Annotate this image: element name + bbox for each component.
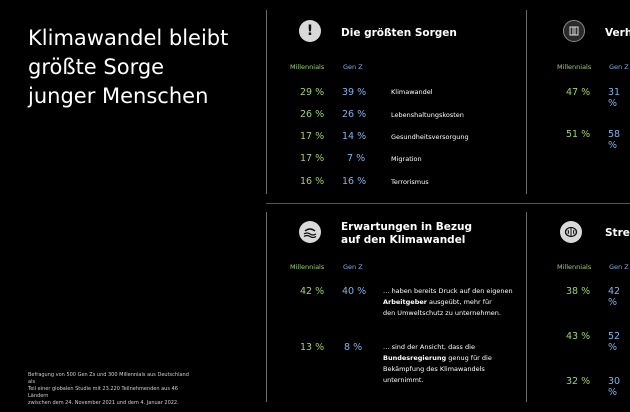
footnote-line-3: zwischen dem 24. November 2021 und dem 4… <box>28 400 179 406</box>
panel4-row2-genz: 52 % <box>608 331 621 353</box>
panel1-row2-mill: 26 % <box>300 109 325 120</box>
panel1-row5-label: Terrorismus <box>391 178 429 186</box>
panel1-row2-label: Lebenshaltungskosten <box>391 111 464 119</box>
panel2-row1-genz: 31 % <box>608 87 621 109</box>
panel2-col-millennials: Millennials <box>557 63 592 71</box>
panel3-title-line-1: Erwartungen in Bezug <box>341 221 473 233</box>
footnote-line-2: Teil einer globalen Studie mit 23.220 Te… <box>28 386 178 399</box>
panel3-row1-bold: Arbeitgeber <box>383 298 427 306</box>
panel2-row2-mill: 51 % <box>566 129 591 140</box>
panel3-title: Erwartungen in Bezug auf den Klimawandel <box>341 221 472 247</box>
panel4-row2-mill: 43 % <box>566 331 591 342</box>
panel3-row2-mill: 13 % <box>300 342 325 353</box>
panel3-col-genz: Gen Z <box>343 263 363 271</box>
panel1-row3-label: Gesundheitsversorgung <box>391 133 469 141</box>
panel1-title: Die größten Sorgen <box>341 27 457 39</box>
panel3-row1-line2: Arbeitgeber ausgeübt, mehr für <box>383 297 523 308</box>
panel3-row2-line1: … sind der Ansicht, dass die <box>383 343 475 351</box>
divider-bottom-right <box>526 212 527 402</box>
panel3-row1-line3: den Umweltschutz zu unternehmen. <box>383 309 501 317</box>
panel3-row2-bold: Bundesregierung <box>383 354 447 362</box>
footnote-line-1: Befragung von 500 Gen Zs und 300 Millenn… <box>28 372 189 385</box>
panel1-col-millennials: Millennials <box>290 63 325 71</box>
panel4-col-genz: Gen Z <box>609 263 629 271</box>
panel3-row2-line3: Bekämpfung des Klimawandels <box>383 365 485 373</box>
panel4-row1-mill: 38 % <box>566 286 591 297</box>
divider-top-left <box>266 10 267 194</box>
headline-line-2: größte Sorge <box>28 55 165 79</box>
panel2-col-genz: Gen Z <box>609 63 629 71</box>
panel4-title: Stres <box>605 227 630 239</box>
panel1-row1-genz: 39 % <box>342 87 367 98</box>
panel1-row4-mill: 17 % <box>300 153 325 164</box>
panel3-row2-text: … sind der Ansicht, dass die Bundesregie… <box>383 342 523 386</box>
panel1-row4-genz: 7 % <box>347 153 366 164</box>
divider-bottom-left <box>266 212 267 402</box>
headline: Klimawandel bleibt größte Sorge junger M… <box>28 24 258 111</box>
panel3-row2-genz: 8 % <box>344 342 363 353</box>
divider-horizontal <box>266 203 630 204</box>
panel1-row3-mill: 17 % <box>300 131 325 142</box>
panel1-row2-genz: 26 % <box>342 109 367 120</box>
panel1-row4-label: Migration <box>391 155 422 163</box>
exclamation-icon: ! <box>299 20 321 42</box>
panel1-row1-label: Klimawandel <box>391 88 433 96</box>
panel3-row1-text: … haben bereits Druck auf den eigenen Ar… <box>383 286 523 319</box>
panel1-row3-genz: 14 % <box>342 131 367 142</box>
footnote: Befragung von 500 Gen Zs und 300 Millenn… <box>28 372 193 407</box>
panel4-row1-genz: 42 % <box>608 286 621 308</box>
headline-line-1: Klimawandel bleibt <box>28 26 229 50</box>
climate-icon <box>299 221 321 243</box>
brain-icon <box>560 221 582 243</box>
panel1-col-genz: Gen Z <box>343 63 363 71</box>
divider-top-right <box>526 10 527 194</box>
panel3-col-millennials: Millennials <box>290 263 325 271</box>
panel2-title: Verh <box>605 27 630 39</box>
panel3-title-line-2: auf den Klimawandel <box>341 234 466 246</box>
panel2-row2-genz: 58 % <box>608 129 621 151</box>
building-icon <box>563 20 585 42</box>
panel2-row1-mill: 47 % <box>566 87 591 98</box>
panel1-row5-mill: 16 % <box>300 176 325 187</box>
panel3-row1-mill: 42 % <box>300 286 325 297</box>
headline-line-3: junger Menschen <box>28 84 209 108</box>
panel3-row1-genz: 40 % <box>342 286 367 297</box>
panel3-row1-line1: … haben bereits Druck auf den eigenen <box>383 287 513 295</box>
panel3-row2-line2: Bundesregierung genug für die <box>383 353 523 364</box>
panel1-row5-genz: 16 % <box>342 176 367 187</box>
panel3-row2-line4: unternimmt. <box>383 376 424 384</box>
panel4-row3-mill: 32 % <box>566 376 591 387</box>
panel3-row2-post: genug für die <box>446 354 492 362</box>
panel1-row1-mill: 29 % <box>300 87 325 98</box>
panel4-row3-genz: 30 % <box>608 376 621 398</box>
panel4-col-millennials: Millennials <box>557 263 592 271</box>
panel3-row1-post: ausgeübt, mehr für <box>426 298 492 306</box>
